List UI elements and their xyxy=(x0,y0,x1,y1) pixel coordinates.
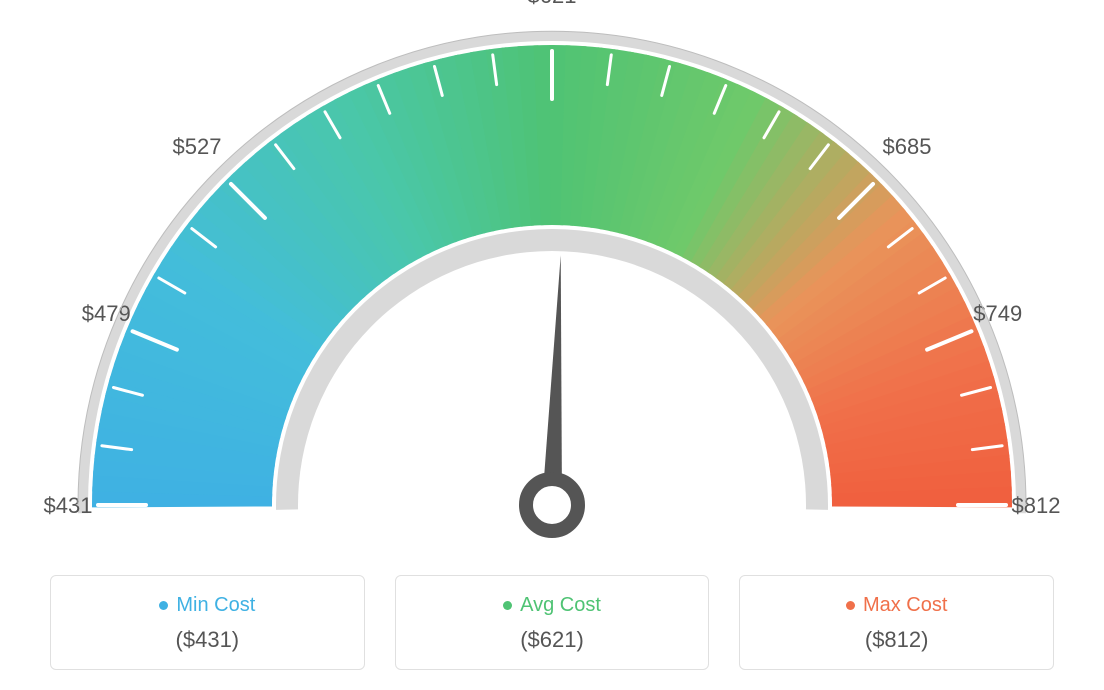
legend-dot-min xyxy=(159,601,168,610)
legend-value-avg: ($621) xyxy=(406,627,699,653)
gauge-tick-label: $527 xyxy=(173,134,222,159)
gauge-needle-hub xyxy=(526,479,578,531)
legend-value-min: ($431) xyxy=(61,627,354,653)
gauge-tick-label: $431 xyxy=(44,493,93,518)
gauge-tick-label: $749 xyxy=(973,301,1022,326)
legend-label-row: Avg Cost xyxy=(406,594,699,617)
gauge-needle xyxy=(542,255,562,505)
cost-gauge-chart: $431 $479 $527 $621 $685 $749 $812 xyxy=(0,0,1104,545)
legend-label-min: Min Cost xyxy=(176,594,255,617)
legend-dot-max xyxy=(846,601,855,610)
gauge-tick-label: $685 xyxy=(882,134,931,159)
legend-avg-cost: Avg Cost ($621) xyxy=(395,575,710,670)
legend-dot-avg xyxy=(503,601,512,610)
gauge-tick-label: $621 xyxy=(528,0,577,8)
legend-label-row: Max Cost xyxy=(750,594,1043,617)
legend-label-max: Max Cost xyxy=(863,594,947,617)
gauge-svg: $431 $479 $527 $621 $685 $749 $812 xyxy=(0,0,1104,545)
legend-max-cost: Max Cost ($812) xyxy=(739,575,1054,670)
legend-row: Min Cost ($431) Avg Cost ($621) Max Cost… xyxy=(0,575,1104,670)
legend-value-max: ($812) xyxy=(750,627,1043,653)
gauge-tick-label: $479 xyxy=(82,301,131,326)
legend-label-row: Min Cost xyxy=(61,594,354,617)
gauge-tick-label: $812 xyxy=(1012,493,1061,518)
legend-label-avg: Avg Cost xyxy=(520,594,601,617)
legend-min-cost: Min Cost ($431) xyxy=(50,575,365,670)
